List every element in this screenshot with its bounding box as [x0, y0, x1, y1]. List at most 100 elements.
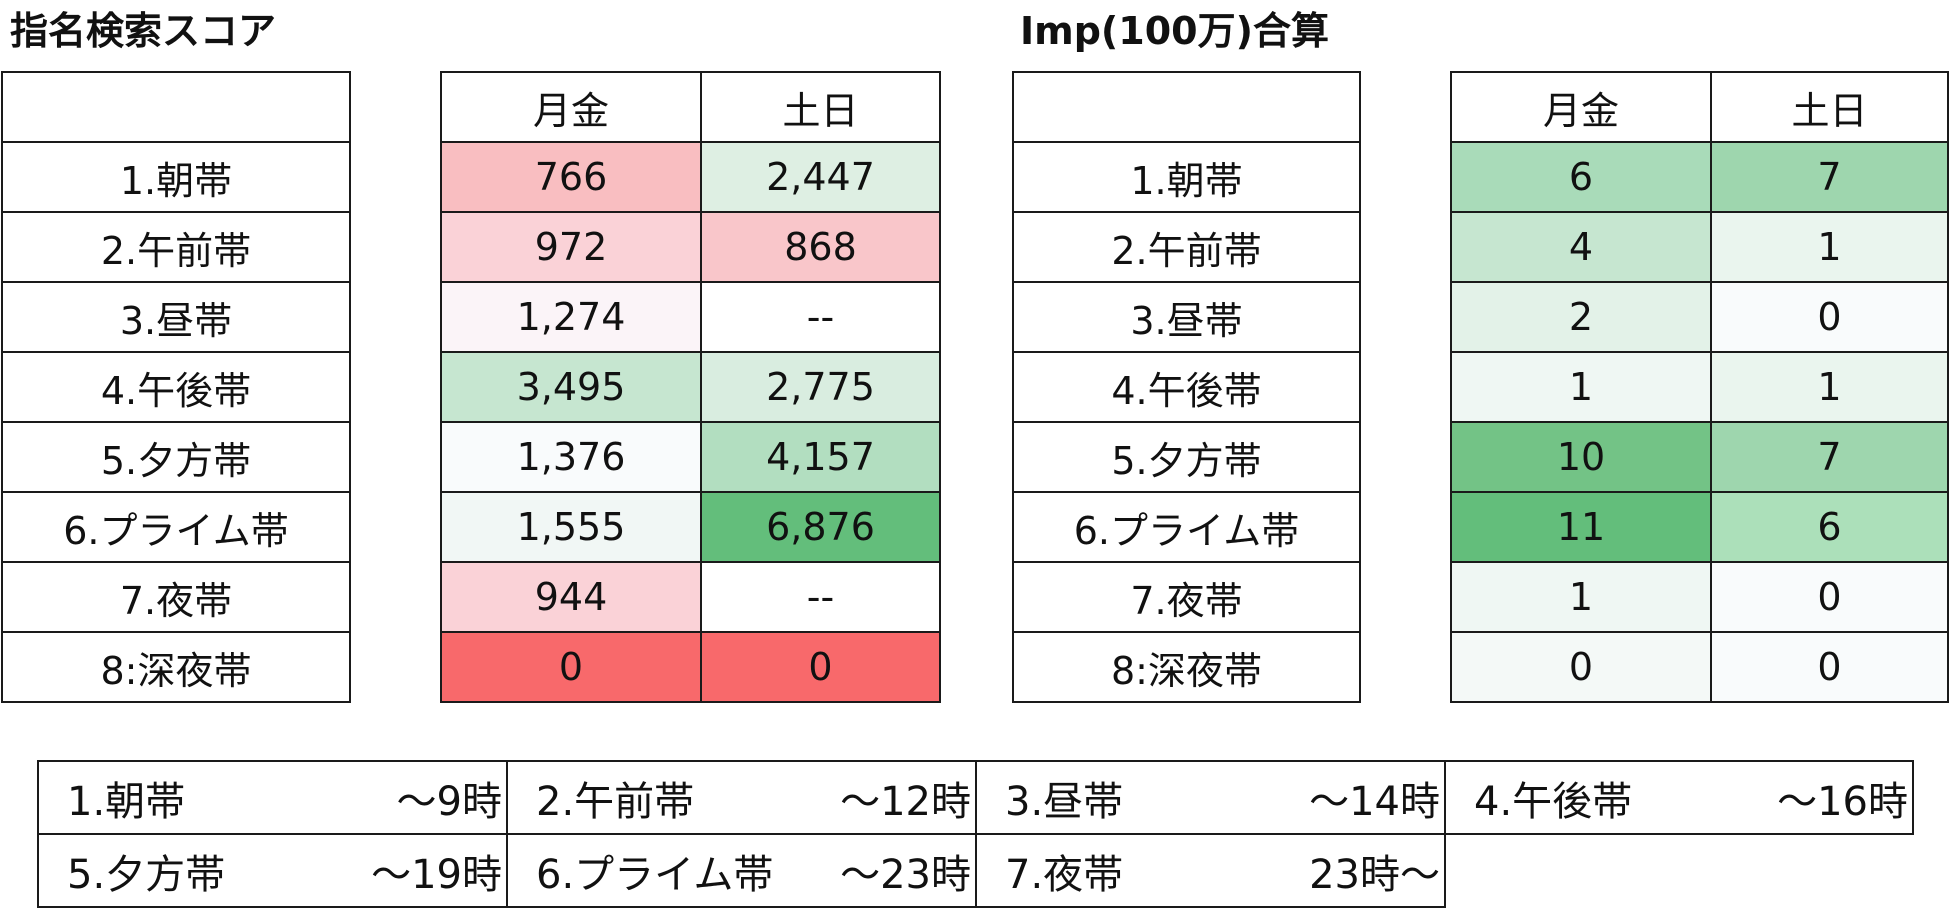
search-score-time-band-label: 7.夜帯	[1, 561, 351, 633]
legend-item: 4.午後帯 ～16時	[1444, 760, 1914, 835]
table-row: 2.午前帯	[1012, 211, 1361, 283]
table-row: 8:深夜帯	[1012, 631, 1361, 703]
imp-total-time-band-label: 3.昼帯	[1012, 281, 1361, 353]
imp-total-weekday-value: 1	[1450, 351, 1712, 423]
imp-total-time-band-label: 5.夕方帯	[1012, 421, 1361, 493]
search-score-title: 指名検索スコア	[10, 9, 277, 53]
table-row: 3.昼帯	[1012, 281, 1361, 353]
table-row: 2.午前帯	[1, 211, 351, 283]
search-score-weekend-value: --	[700, 561, 941, 633]
table-row: 1,274 --	[440, 281, 941, 353]
search-score-time-band-label: 8:深夜帯	[1, 631, 351, 703]
imp-total-weekday-value: 6	[1450, 141, 1712, 213]
imp-total-time-band-label: 2.午前帯	[1012, 211, 1361, 283]
imp-total-time-band-label: 6.プライム帯	[1012, 491, 1361, 563]
legend-time-range: ～14時	[1309, 778, 1440, 825]
table-row: 7.夜帯	[1012, 561, 1361, 633]
table-row: 1,555 6,876	[440, 491, 941, 563]
search-score-value-table: 月金 土日 766 2,447 972 868 1,274 -- 3,495 2,775 1,376…	[440, 71, 941, 703]
search-score-time-band-label: 6.プライム帯	[1, 491, 351, 563]
table-row: 4.午後帯	[1, 351, 351, 423]
search-score-header-row: 月金 土日	[440, 71, 941, 143]
search-score-weekend-value: 4,157	[700, 421, 941, 493]
imp-total-time-band-label: 8:深夜帯	[1012, 631, 1361, 703]
legend-item: 6.プライム帯 ～23時	[506, 833, 977, 908]
time-band-legend: 1.朝帯 ～9時 2.午前帯 ～12時 3.昼帯 ～14時 4.午後帯 ～16時 5.夕方帯 ～1…	[37, 760, 1914, 908]
legend-time-range: ～19時	[371, 851, 502, 898]
table-row: 3.昼帯	[1, 281, 351, 353]
imp-total-weekend-value: 1	[1710, 351, 1949, 423]
table-row: 1.朝帯	[1, 141, 351, 213]
table-row: 1.朝帯	[1012, 141, 1361, 213]
search-score-weekend-value: --	[700, 281, 941, 353]
search-score-time-band-label: 3.昼帯	[1, 281, 351, 353]
imp-total-weekend-value: 0	[1710, 561, 1949, 633]
imp-total-weekend-header: 土日	[1710, 71, 1949, 143]
search-score-weekday-value: 944	[440, 561, 702, 633]
legend-band-name: 5.夕方帯	[67, 851, 226, 898]
imp-total-time-band-label: 4.午後帯	[1012, 351, 1361, 423]
legend-band-name: 2.午前帯	[536, 778, 695, 825]
search-score-time-band-label: 5.夕方帯	[1, 421, 351, 493]
search-score-weekend-value: 2,775	[700, 351, 941, 423]
legend-time-range: ～9時	[396, 778, 502, 825]
legend-band-name: 3.昼帯	[1005, 778, 1124, 825]
table-row: 944 --	[440, 561, 941, 633]
legend-empty-cell	[1445, 834, 1913, 907]
search-score-weekday-value: 1,555	[440, 491, 702, 563]
imp-total-value-table: 月金 土日 6 7 4 1 2 0 1 1 10 7 11 6 1 0 0 0	[1450, 71, 1949, 703]
table-row: 6.プライム帯	[1, 491, 351, 563]
legend-time-range: 23時～	[1309, 851, 1440, 898]
imp-total-header-row: 月金 土日	[1450, 71, 1949, 143]
imp-total-weekday-value: 10	[1450, 421, 1712, 493]
search-score-weekday-header: 月金	[440, 71, 702, 143]
imp-total-weekday-header: 月金	[1450, 71, 1712, 143]
imp-total-weekday-value: 2	[1450, 281, 1712, 353]
legend-item: 5.夕方帯 ～19時	[37, 833, 508, 908]
search-score-weekday-value: 1,376	[440, 421, 702, 493]
imp-total-time-band-label: 7.夜帯	[1012, 561, 1361, 633]
search-score-weekday-value: 1,274	[440, 281, 702, 353]
search-score-weekend-value: 868	[700, 211, 941, 283]
legend-item: 7.夜帯 23時～	[975, 833, 1446, 908]
search-score-time-band-label: 1.朝帯	[1, 141, 351, 213]
legend-item: 2.午前帯 ～12時	[506, 760, 977, 835]
search-score-time-band-label: 2.午前帯	[1, 211, 351, 283]
imp-total-weekday-value: 4	[1450, 211, 1712, 283]
table-row: 972 868	[440, 211, 941, 283]
legend-band-name: 4.午後帯	[1474, 778, 1633, 825]
imp-total-header-row	[1012, 71, 1361, 143]
imp-total-title: Imp(100万)合算	[1020, 9, 1329, 53]
legend-band-name: 6.プライム帯	[536, 851, 774, 898]
search-score-weekday-value: 766	[440, 141, 702, 213]
imp-total-weekday-value: 11	[1450, 491, 1712, 563]
legend-band-name: 7.夜帯	[1005, 851, 1124, 898]
table-row: 8:深夜帯	[1, 631, 351, 703]
search-score-header-row	[1, 71, 351, 143]
search-score-blank-header-cell	[1, 71, 351, 143]
search-score-weekend-value: 0	[700, 631, 941, 703]
legend-row: 5.夕方帯 ～19時 6.プライム帯 ～23時 7.夜帯 23時～	[37, 833, 1913, 908]
search-score-weekend-value: 6,876	[700, 491, 941, 563]
table-row: 7.夜帯	[1, 561, 351, 633]
search-score-weekday-value: 3,495	[440, 351, 702, 423]
imp-total-label-table: 1.朝帯 2.午前帯 3.昼帯 4.午後帯 5.夕方帯 6.プライム帯 7.夜帯 8:深夜帯	[1012, 71, 1361, 703]
imp-total-weekend-value: 6	[1710, 491, 1949, 563]
table-row: 1,376 4,157	[440, 421, 941, 493]
search-score-weekday-value: 972	[440, 211, 702, 283]
legend-row: 1.朝帯 ～9時 2.午前帯 ～12時 3.昼帯 ～14時 4.午後帯 ～16時	[37, 760, 1914, 835]
imp-total-weekday-value: 1	[1450, 561, 1712, 633]
legend-item: 3.昼帯 ～14時	[975, 760, 1446, 835]
imp-total-weekend-value: 1	[1710, 211, 1949, 283]
table-row: 5.夕方帯	[1, 421, 351, 493]
legend-time-range: ～16時	[1777, 778, 1908, 825]
search-score-label-table: 1.朝帯 2.午前帯 3.昼帯 4.午後帯 5.夕方帯 6.プライム帯 7.夜帯 8:深夜帯	[1, 71, 351, 703]
table-row: 5.夕方帯	[1012, 421, 1361, 493]
